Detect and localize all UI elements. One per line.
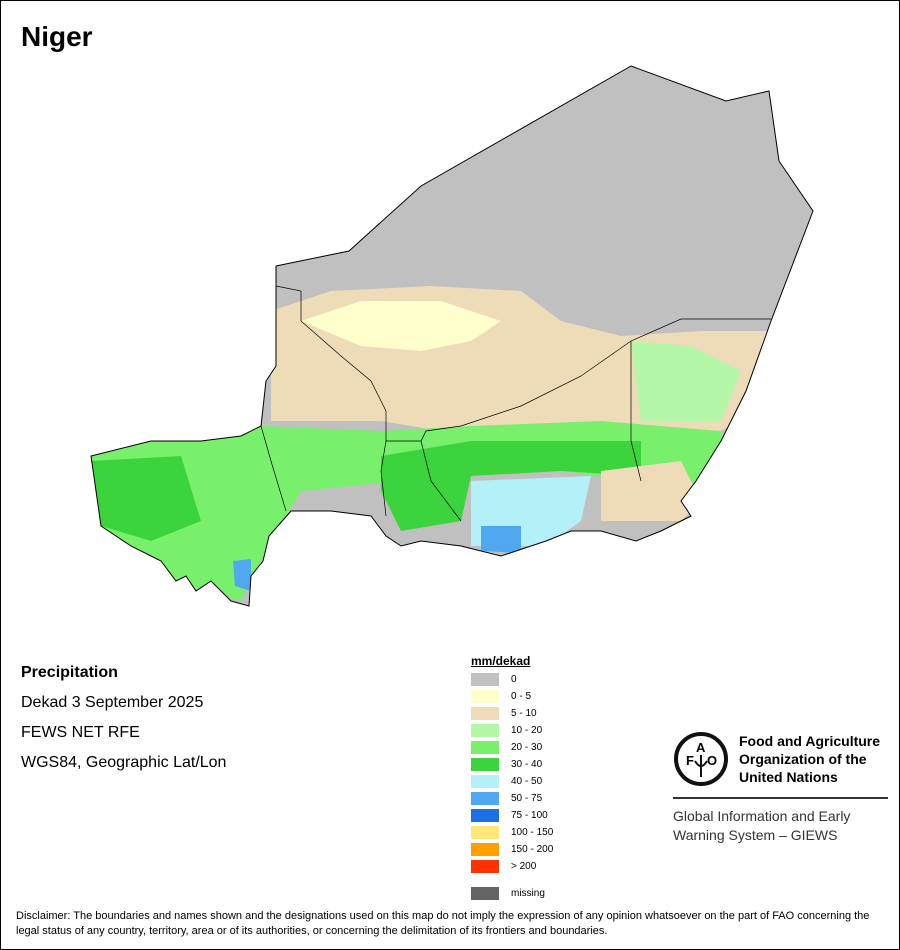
- legend-item: 150 - 200: [471, 841, 553, 858]
- fao-name-line: Organization of the: [739, 751, 867, 767]
- fao-logo-icon: F A O: [674, 732, 728, 786]
- giews-line: Global Information and Early: [673, 808, 851, 824]
- zone-10-20mm: [631, 341, 741, 421]
- disclaimer: Disclaimer: The boundaries and names sho…: [16, 910, 870, 937]
- giews-name: Global Information and Early Warning Sys…: [673, 807, 888, 845]
- legend-label: 30 - 40: [511, 759, 543, 770]
- fao-name-line: Food and Agriculture: [739, 733, 881, 749]
- info-period: Dekad 3 September 2025: [21, 694, 204, 711]
- legend-item: 40 - 50: [471, 773, 553, 790]
- svg-text:F: F: [686, 753, 694, 768]
- legend-label: 40 - 50: [511, 776, 543, 787]
- fao-branding: F A O Food and Agriculture Organization …: [673, 731, 888, 845]
- legend-title: mm/dekad: [471, 654, 531, 668]
- legend-swatch: [471, 826, 499, 839]
- zone-30-40mm-west: [91, 456, 201, 541]
- country-border: [90, 65, 814, 607]
- fao-name-line: United Nations: [739, 769, 838, 785]
- divider: [673, 797, 888, 799]
- legend-item-missing: missing: [471, 885, 553, 902]
- legend-item: 50 - 75: [471, 790, 553, 807]
- zone-50-75mm-sw: [233, 559, 251, 591]
- legend-label: 50 - 75: [511, 793, 543, 804]
- legend-label: > 200: [511, 861, 537, 872]
- legend-label: 10 - 20: [511, 725, 543, 736]
- legend-item: 20 - 30: [471, 739, 553, 756]
- legend-swatch: [471, 775, 499, 788]
- legend-swatch: [471, 741, 499, 754]
- region-borders: [260, 285, 771, 522]
- legend-swatch: [471, 843, 499, 856]
- zone-50-75mm: [481, 526, 521, 553]
- info-heading: Precipitation: [21, 664, 118, 681]
- legend-swatch: [471, 707, 499, 720]
- legend-item: > 200: [471, 858, 553, 875]
- legend-item: 0 - 5: [471, 688, 553, 705]
- legend-item: 10 - 20: [471, 722, 553, 739]
- legend-item: 5 - 10: [471, 705, 553, 722]
- info-source: FEWS NET RFE: [21, 724, 140, 741]
- legend-item: 30 - 40: [471, 756, 553, 773]
- zone-5-10mm-east: [601, 461, 701, 521]
- legend-label: 75 - 100: [511, 810, 548, 821]
- zone-30-40mm: [381, 441, 641, 531]
- info-projection: WGS84, Geographic Lat/Lon: [21, 754, 227, 771]
- legend-item: 100 - 150: [471, 824, 553, 841]
- legend-swatch: [471, 792, 499, 805]
- legend-label: missing: [511, 888, 545, 899]
- legend-label: 0: [511, 674, 517, 685]
- legend-label: 100 - 150: [511, 827, 554, 838]
- legend-swatch: [471, 690, 499, 703]
- legend-label: 5 - 10: [511, 708, 537, 719]
- legend-label: 20 - 30: [511, 742, 543, 753]
- legend-swatch: [471, 860, 499, 873]
- legend-swatch: [471, 809, 499, 822]
- legend-swatch: [471, 758, 499, 771]
- legend-label: 150 - 200: [511, 844, 554, 855]
- legend-swatch: [471, 887, 499, 900]
- precipitation-map: [90, 65, 814, 607]
- legend-swatch: [471, 673, 499, 686]
- legend-label: 0 - 5: [511, 691, 532, 702]
- svg-text:O: O: [707, 753, 717, 768]
- map-info: Precipitation Dekad 3 September 2025 FEW…: [21, 658, 226, 778]
- legend-item: 75 - 100: [471, 807, 553, 824]
- fao-name: Food and Agriculture Organization of the…: [739, 732, 880, 786]
- giews-line: Warning System – GIEWS: [673, 827, 838, 843]
- legend-item: 0: [471, 671, 553, 688]
- legend: mm/dekad 0 0 - 5 5 - 10 10 - 20 20 - 30 30 - …: [471, 654, 553, 902]
- legend-swatch: [471, 724, 499, 737]
- map-title: Niger: [21, 21, 93, 52]
- zone-0-5mm: [301, 301, 501, 351]
- svg-text:A: A: [696, 740, 706, 755]
